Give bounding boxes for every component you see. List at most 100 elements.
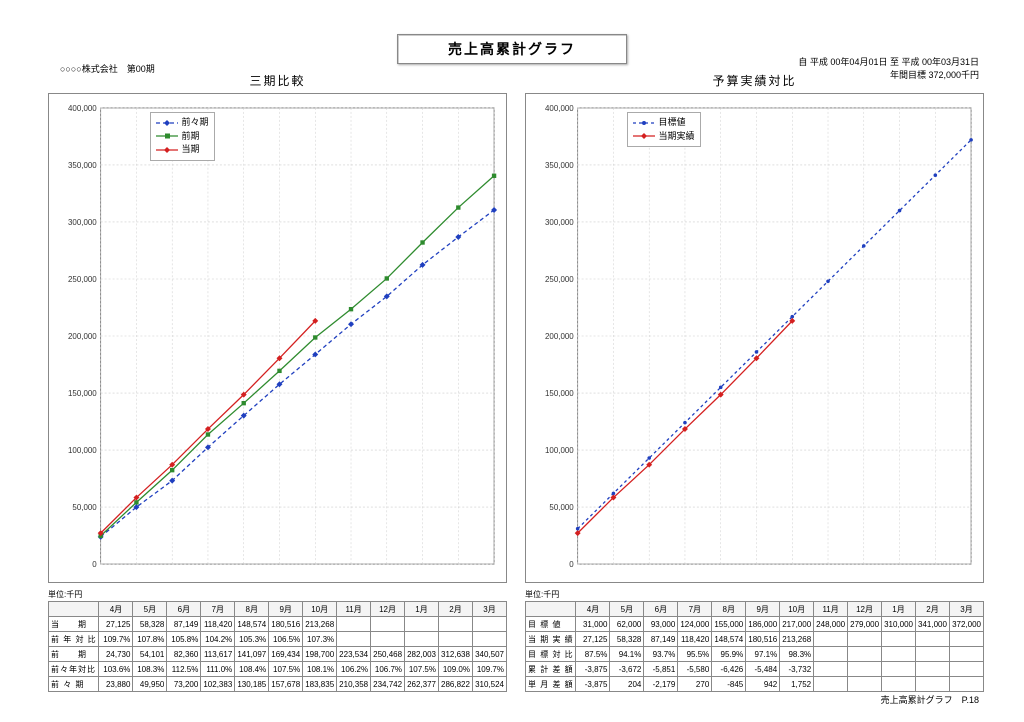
col-header: 3月 — [472, 602, 506, 617]
col-header: 11月 — [814, 602, 848, 617]
cell: 103.6% — [99, 662, 133, 677]
row-header: 前 年 対 比 — [49, 632, 99, 647]
cell — [949, 677, 983, 692]
row-header: 目 標 対 比 — [526, 647, 576, 662]
cell: 312,638 — [439, 647, 473, 662]
cell: 107.8% — [133, 632, 167, 647]
cell: 279,000 — [848, 617, 882, 632]
cell: 107.5% — [269, 662, 303, 677]
cell: 58,328 — [133, 617, 167, 632]
cell: 186,000 — [746, 617, 780, 632]
cell: 372,000 — [949, 617, 983, 632]
svg-text:150,000: 150,000 — [68, 389, 97, 398]
cell: 98.3% — [780, 647, 814, 662]
col-header: 6月 — [167, 602, 201, 617]
cell: 23,880 — [99, 677, 133, 692]
svg-text:250,000: 250,000 — [68, 275, 97, 284]
cell: 223,534 — [337, 647, 371, 662]
col-header: 12月 — [848, 602, 882, 617]
cell: 310,000 — [882, 617, 916, 632]
cell: 104.2% — [201, 632, 235, 647]
table-row: 累 計 差 額-3,875-3,672-5,851-5,580-6,426-5,… — [526, 662, 984, 677]
col-header: 8月 — [712, 602, 746, 617]
table-row: 当 期 実 績27,12558,32887,149118,420148,5741… — [526, 632, 984, 647]
col-header: 4月 — [99, 602, 133, 617]
cell: 95.9% — [712, 647, 746, 662]
cell — [949, 662, 983, 677]
legend-item: 前々期 — [156, 116, 209, 130]
period-range: 自 平成 00年04月01日 至 平成 00年03月31日 — [798, 56, 979, 69]
cell: 112.5% — [167, 662, 201, 677]
col-header: 8月 — [235, 602, 269, 617]
row-header: 単 月 差 額 — [526, 677, 576, 692]
legend-left: 前々期前期当期 — [150, 112, 215, 161]
cell: 270 — [678, 677, 712, 692]
cell — [882, 662, 916, 677]
cell — [916, 677, 950, 692]
row-header: 累 計 差 額 — [526, 662, 576, 677]
cell: 183,835 — [303, 677, 337, 692]
col-header: 5月 — [133, 602, 167, 617]
cell: 213,268 — [780, 632, 814, 647]
table-row: 目 標 対 比87.5%94.1%93.7%95.5%95.9%97.1%98.… — [526, 647, 984, 662]
legend-item: 当期実績 — [633, 130, 695, 144]
cell: 113,617 — [201, 647, 235, 662]
col-header: 7月 — [201, 602, 235, 617]
row-header: 前々年対比 — [49, 662, 99, 677]
cell: 310,524 — [472, 677, 506, 692]
svg-text:150,000: 150,000 — [545, 389, 574, 398]
cell: -2,179 — [644, 677, 678, 692]
cell: -3,875 — [576, 662, 610, 677]
cell: -3,732 — [780, 662, 814, 677]
cell: 93.7% — [644, 647, 678, 662]
table-row: 前々年対比103.6%108.3%112.5%111.0%108.4%107.5… — [49, 662, 507, 677]
cell: 73,200 — [167, 677, 201, 692]
cell: 109.7% — [99, 632, 133, 647]
cell: 109.0% — [439, 662, 473, 677]
cell: -5,851 — [644, 662, 678, 677]
cell: 93,000 — [644, 617, 678, 632]
cell — [371, 632, 405, 647]
cell: 148,574 — [235, 617, 269, 632]
cell: 204 — [610, 677, 644, 692]
svg-text:300,000: 300,000 — [545, 218, 574, 227]
table-row: 前 期24,73054,10182,360113,617141,097169,4… — [49, 647, 507, 662]
cell: 27,125 — [99, 617, 133, 632]
cell: 157,678 — [269, 677, 303, 692]
table-right: 4月5月6月7月8月9月10月11月12月1月2月3月目 標 値31,00062… — [525, 601, 984, 692]
page-title: 売上高累計グラフ — [397, 34, 627, 64]
col-header: 6月 — [644, 602, 678, 617]
cell: -3,672 — [610, 662, 644, 677]
cell: 942 — [746, 677, 780, 692]
col-header: 4月 — [576, 602, 610, 617]
col-header: 12月 — [371, 602, 405, 617]
col-header: 10月 — [780, 602, 814, 617]
cell — [337, 617, 371, 632]
cell: 210,358 — [337, 677, 371, 692]
cell — [848, 662, 882, 677]
cell: 340,507 — [472, 647, 506, 662]
cell: 94.1% — [610, 647, 644, 662]
cell: 58,328 — [610, 632, 644, 647]
cell: 87.5% — [576, 647, 610, 662]
svg-text:400,000: 400,000 — [68, 104, 97, 113]
cell — [949, 647, 983, 662]
cell: -3,875 — [576, 677, 610, 692]
svg-text:100,000: 100,000 — [545, 446, 574, 455]
cell — [472, 617, 506, 632]
cell: 107.3% — [303, 632, 337, 647]
svg-text:200,000: 200,000 — [545, 332, 574, 341]
cell: 250,468 — [371, 647, 405, 662]
cell: 198,700 — [303, 647, 337, 662]
cell: 155,000 — [712, 617, 746, 632]
legend-item: 当期 — [156, 143, 209, 157]
cell: 217,000 — [780, 617, 814, 632]
col-header: 10月 — [303, 602, 337, 617]
svg-text:0: 0 — [569, 560, 574, 569]
cell — [882, 632, 916, 647]
cell — [439, 632, 473, 647]
page-footer: 売上高累計グラフ P.18 — [881, 693, 979, 706]
cell: 102,383 — [201, 677, 235, 692]
cell — [916, 647, 950, 662]
cell: -6,426 — [712, 662, 746, 677]
